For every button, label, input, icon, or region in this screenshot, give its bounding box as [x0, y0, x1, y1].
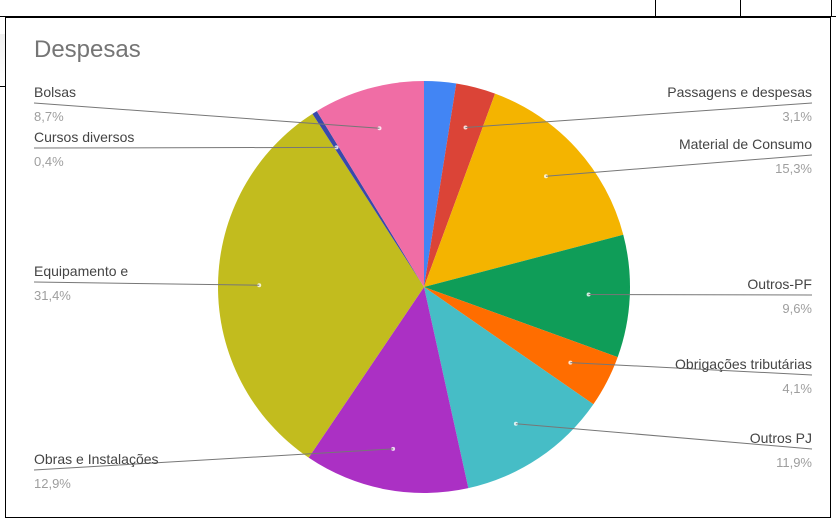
pie-slice — [308, 287, 469, 493]
leader-lines — [33, 102, 813, 471]
slice-label: Equipamento e — [34, 263, 128, 279]
leader-line — [465, 102, 813, 128]
slice-label: Outros-PF — [747, 276, 812, 292]
pie-slice — [424, 287, 594, 489]
slice-label: Outros PJ — [750, 430, 812, 446]
chart-title: Despesas — [34, 36, 141, 63]
leader-line — [588, 294, 813, 296]
slice-percent: 3,1% — [782, 109, 812, 124]
pie-slice — [424, 81, 457, 287]
edge-tick — [655, 0, 656, 17]
leader-anchor-dot — [377, 126, 382, 131]
slice-labels: Passagens e despesas 3,1% Material de Cons… — [34, 84, 812, 491]
pie-slice — [312, 111, 424, 287]
slice-label: Obras e Instalações — [34, 451, 159, 467]
pie-slice — [316, 81, 424, 287]
leader-line — [515, 423, 813, 450]
slice-label: Material de Consumo — [679, 136, 812, 152]
edge-tick — [831, 0, 832, 17]
pie-slice — [424, 287, 618, 405]
pie-slice — [424, 234, 631, 358]
slice-percent: 9,6% — [782, 301, 812, 316]
edge-divider — [0, 16, 836, 17]
edge-tick — [740, 0, 741, 17]
slice-percent: 4,1% — [782, 381, 812, 396]
pie-slices — [218, 81, 631, 493]
leader-line — [33, 102, 380, 129]
pie-slice — [218, 113, 424, 458]
leader-line — [33, 146, 337, 149]
slice-percent: 31,4% — [34, 288, 71, 303]
window-edge — [0, 0, 836, 17]
slice-percent: 15,3% — [775, 161, 812, 176]
leader-line — [545, 154, 813, 177]
pie-slice — [424, 93, 624, 288]
slice-label: Passagens e despesas — [667, 84, 812, 100]
leader-line — [33, 448, 394, 471]
slice-label: Obrigações tributárias — [675, 356, 812, 372]
slice-label: Cursos diversos — [34, 129, 134, 145]
pie-slice — [424, 83, 496, 287]
slice-label: Bolsas — [34, 84, 76, 100]
slice-percent: 11,9% — [776, 455, 812, 470]
leader-line — [33, 281, 260, 286]
slice-percent: 0,4% — [34, 154, 64, 169]
slice-percent: 8,7% — [34, 109, 64, 124]
slice-percent: 12,9% — [34, 476, 71, 491]
leader-line — [570, 362, 813, 376]
